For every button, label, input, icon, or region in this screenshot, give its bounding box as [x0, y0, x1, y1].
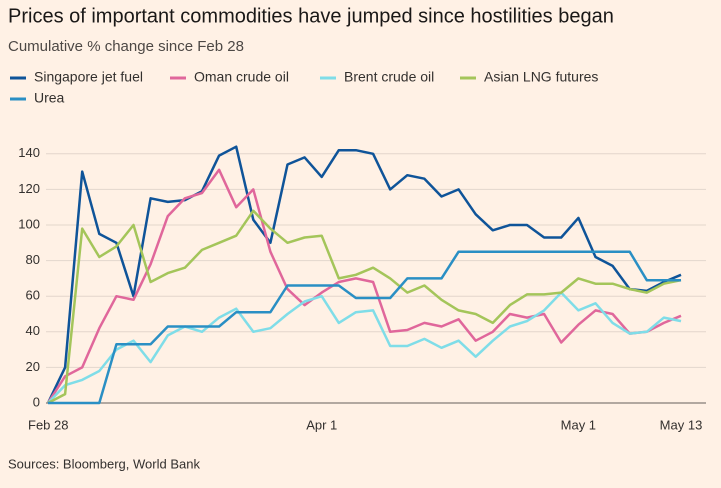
- series-line: [47, 291, 682, 404]
- y-tick-label: 0: [33, 394, 40, 409]
- y-tick-label: 140: [18, 145, 40, 160]
- chart-title: Prices of important commodities have jum…: [8, 5, 614, 27]
- series-line: [48, 250, 681, 405]
- series-line: [46, 145, 682, 404]
- y-tick-label: 80: [26, 252, 40, 267]
- y-tick-label: 60: [26, 288, 40, 303]
- y-tick-label: 40: [26, 323, 40, 338]
- chart-subtitle: Cumulative % change since Feb 28: [8, 38, 244, 55]
- y-tick-label: 120: [18, 181, 40, 196]
- series-line: [46, 168, 682, 404]
- y-tick-label: 100: [18, 216, 40, 231]
- x-tick-label: May 13: [660, 417, 703, 432]
- legend-label: Singapore jet fuel: [34, 69, 143, 85]
- legend-label: Brent crude oil: [344, 69, 434, 85]
- y-tick-label: 20: [26, 359, 40, 374]
- x-tick-label: May 1: [561, 417, 596, 432]
- x-tick-label: Feb 28: [28, 417, 68, 432]
- series-line: [47, 209, 682, 405]
- legend-label: Urea: [34, 90, 65, 106]
- legend-label: Asian LNG futures: [484, 69, 598, 85]
- source: Sources: Bloomberg, World Bank: [8, 456, 200, 471]
- legend-label: Oman crude oil: [194, 69, 289, 85]
- x-tick-label: Apr 1: [306, 417, 337, 432]
